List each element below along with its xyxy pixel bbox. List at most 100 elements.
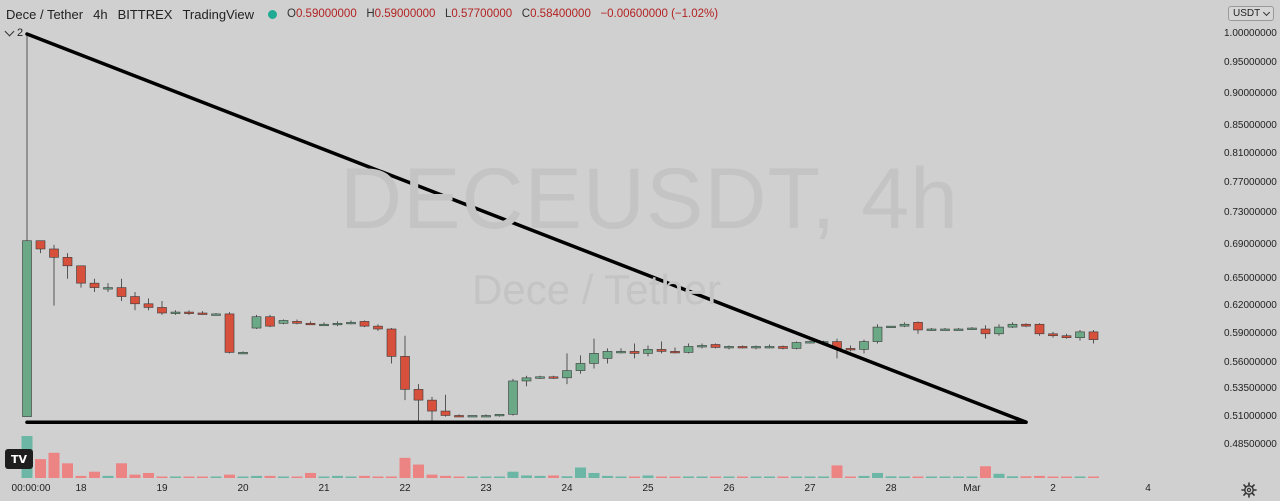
volume-bar — [413, 464, 424, 478]
chevron-down-icon — [1263, 8, 1271, 16]
volume-bar — [1020, 476, 1032, 478]
candlestick-chart[interactable] — [0, 0, 1214, 478]
volume-bar — [291, 476, 303, 478]
volume-bar — [278, 476, 289, 478]
drawing-lines — [25, 32, 1028, 424]
volume-bar — [399, 457, 411, 478]
volume-bar — [723, 476, 735, 478]
candle-up — [1075, 331, 1085, 338]
candle-up — [521, 377, 532, 382]
candle-up — [346, 322, 356, 325]
interval-label[interactable]: 4h — [93, 6, 108, 22]
candle-up — [616, 351, 626, 354]
volume-bar — [737, 476, 748, 478]
candle-down — [913, 322, 923, 331]
volume-bar — [116, 463, 127, 478]
candle-up — [859, 341, 869, 350]
volume-bar — [845, 476, 856, 478]
candle-down — [656, 349, 667, 352]
volume-bar — [656, 476, 667, 478]
volume-bar — [143, 472, 154, 478]
volume-bar — [804, 476, 816, 478]
candle-up — [872, 326, 883, 342]
candle-up — [724, 346, 734, 349]
time-tick-label: 26 — [723, 483, 735, 494]
time-tick-label: 20 — [237, 483, 249, 494]
candle-up — [278, 320, 289, 324]
price-tick-label: 1.00000000 — [1224, 28, 1277, 39]
candle-down — [35, 240, 46, 250]
price-tick-label: 0.53500000 — [1224, 383, 1277, 395]
close-value: 0.58400000 — [530, 8, 591, 20]
volume-bar — [372, 476, 384, 478]
volume-bar — [62, 463, 73, 478]
price-tick-label: 0.59000000 — [1224, 327, 1277, 339]
volume-bar — [251, 475, 262, 478]
candle-down — [359, 321, 370, 327]
price-axis[interactable]: 1.00000000 0.95000000 0.90000000 0.85000000… — [1214, 0, 1280, 478]
volume-bar — [993, 473, 1005, 478]
candle-down — [292, 321, 302, 324]
volume-bar — [305, 472, 316, 478]
candle-up — [170, 311, 181, 314]
symbol-name[interactable]: Dece / Tether — [6, 6, 84, 22]
price-tick-label: 0.51000000 — [1224, 410, 1277, 422]
volume-bar — [885, 476, 897, 478]
volume-bar — [710, 476, 721, 478]
tradingview-logo[interactable]: TV — [5, 449, 33, 469]
candle-down — [49, 248, 59, 258]
volume-bar — [548, 475, 559, 478]
time-tick-label: 24 — [561, 483, 573, 494]
currency-button[interactable]: USDT — [1228, 6, 1275, 21]
candle-up — [940, 328, 950, 331]
candle-up — [467, 415, 478, 418]
volume-bar — [48, 452, 60, 478]
candle-down — [197, 312, 208, 315]
time-tick-label: 22 — [399, 483, 411, 494]
candle-up — [494, 414, 505, 417]
open-value: 0.59000000 — [295, 8, 357, 20]
chevron-down-icon — [4, 26, 15, 36]
time-tick-label: 25 — [642, 483, 654, 494]
volume-bar — [197, 476, 208, 478]
indicators-toggle[interactable]: 2 — [4, 26, 24, 39]
candle-up — [238, 352, 248, 355]
volume-bar — [102, 475, 114, 478]
volume-bar — [89, 471, 100, 478]
price-tick-label: 0.85000000 — [1224, 120, 1277, 132]
candle-down — [427, 399, 437, 412]
candle-down — [224, 313, 235, 353]
volume-bar — [858, 475, 870, 478]
volume-bar — [831, 465, 843, 478]
volume-bar — [480, 476, 492, 478]
candle-down — [89, 282, 100, 288]
candle-down — [778, 346, 788, 349]
candle-down — [548, 376, 559, 379]
volume-bar — [1061, 476, 1072, 478]
ohlc-values: O0.59000000 H0.59000000 L0.57700000 C0.5… — [287, 8, 719, 20]
candle-down — [130, 296, 140, 305]
volume-bar — [426, 474, 438, 478]
volume-bar — [345, 476, 357, 478]
volume-bar — [575, 467, 586, 478]
candle-down — [845, 348, 856, 351]
watermark-ticker: DECEUSDT, 4h — [340, 151, 959, 247]
volume-bar — [669, 476, 681, 478]
candle-down — [737, 346, 748, 349]
candle-down — [62, 257, 73, 267]
volume-bar — [1088, 476, 1099, 478]
low-value: 0.57700000 — [451, 8, 513, 20]
candle-up — [103, 287, 113, 290]
candle-up — [953, 328, 964, 331]
candle-down — [157, 307, 167, 314]
price-tick-label: 0.95000000 — [1224, 57, 1277, 69]
volume-bar — [183, 476, 195, 478]
time-axis[interactable]: 00:00:00 18 19 20 21 22 23 24 25 26 27 28 Mar 2 4 — [0, 478, 1214, 501]
candle-down — [143, 303, 154, 308]
indicators-count: 2 — [17, 27, 24, 39]
candle-down — [76, 265, 86, 284]
volume-bar — [764, 476, 775, 478]
gear-icon[interactable] — [1241, 482, 1257, 498]
candle-down — [1061, 335, 1072, 338]
candle-up — [967, 327, 977, 330]
